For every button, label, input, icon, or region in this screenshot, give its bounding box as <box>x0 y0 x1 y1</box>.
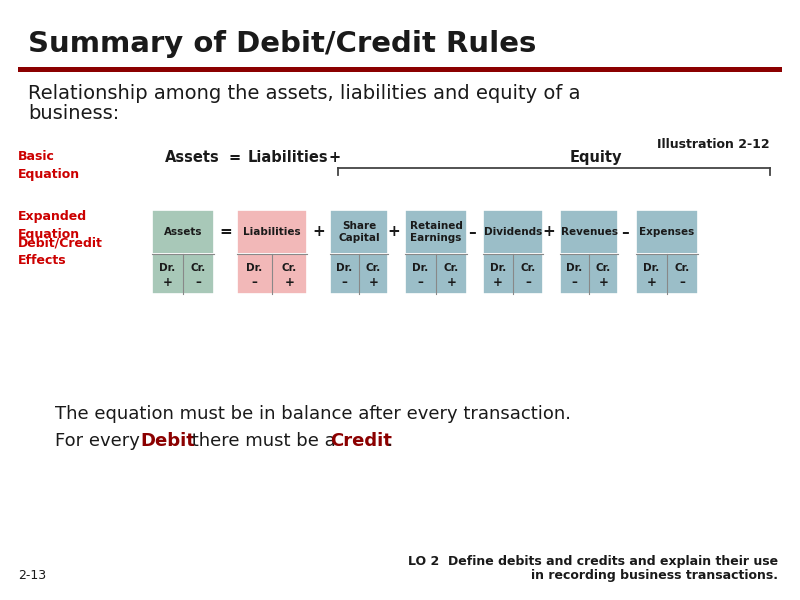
Text: Cr.: Cr. <box>675 263 690 273</box>
Text: Assets: Assets <box>164 227 202 237</box>
Bar <box>636 254 698 294</box>
Text: –: – <box>342 276 347 289</box>
Bar <box>18 67 782 72</box>
Bar <box>237 210 307 254</box>
Bar <box>560 254 618 294</box>
Text: +: + <box>369 276 378 289</box>
Text: Revenues: Revenues <box>561 227 618 237</box>
Bar <box>405 210 467 254</box>
Bar <box>560 210 618 254</box>
Text: Dr.: Dr. <box>412 263 429 273</box>
Text: –: – <box>621 224 629 239</box>
Text: Liabilities: Liabilities <box>248 150 329 165</box>
Text: Illustration 2-12: Illustration 2-12 <box>658 138 770 151</box>
Text: +: + <box>162 276 173 289</box>
Text: Expanded
Equation: Expanded Equation <box>18 210 87 241</box>
Bar <box>483 254 543 294</box>
Text: Retained
Earnings: Retained Earnings <box>410 221 462 243</box>
Bar <box>405 254 467 294</box>
Bar <box>330 254 388 294</box>
Text: Assets: Assets <box>165 150 220 165</box>
Text: –: – <box>679 276 686 289</box>
Text: there must be a: there must be a <box>186 432 342 450</box>
Text: Cr.: Cr. <box>282 263 297 273</box>
Text: Dr.: Dr. <box>336 263 353 273</box>
Text: Dr.: Dr. <box>643 263 660 273</box>
Text: +: + <box>542 224 555 239</box>
Text: Debit/Credit
Effects: Debit/Credit Effects <box>18 236 103 267</box>
Text: Dr.: Dr. <box>566 263 582 273</box>
Text: Dr.: Dr. <box>246 263 262 273</box>
Text: +: + <box>446 276 457 289</box>
Text: business:: business: <box>28 104 119 123</box>
Text: –: – <box>251 276 258 289</box>
Text: Basic
Equation: Basic Equation <box>18 150 80 181</box>
Text: Equity: Equity <box>570 150 622 165</box>
Text: Cr.: Cr. <box>520 263 536 273</box>
Text: Cr.: Cr. <box>596 263 611 273</box>
Bar <box>483 210 543 254</box>
Text: Share
Capital: Share Capital <box>338 221 380 243</box>
Text: =: = <box>220 224 232 239</box>
Text: Cr.: Cr. <box>191 263 206 273</box>
Text: Dr.: Dr. <box>490 263 506 273</box>
Bar <box>152 254 214 294</box>
Text: Dividends: Dividends <box>484 227 542 237</box>
Text: –: – <box>418 276 423 289</box>
Text: Credit: Credit <box>330 432 392 450</box>
Text: +: + <box>285 276 294 289</box>
Bar <box>152 210 214 254</box>
Bar <box>330 210 388 254</box>
Text: Debit: Debit <box>140 432 195 450</box>
Text: Relationship among the assets, liabilities and equity of a: Relationship among the assets, liabiliti… <box>28 84 581 103</box>
Text: +: + <box>598 276 609 289</box>
Text: +: + <box>493 276 503 289</box>
Text: –: – <box>195 276 202 289</box>
Text: +: + <box>646 276 657 289</box>
Text: –: – <box>571 276 578 289</box>
Text: +: + <box>388 224 400 239</box>
Text: LO 2  Define debits and credits and explain their use: LO 2 Define debits and credits and expla… <box>408 555 778 568</box>
Text: 2-13: 2-13 <box>18 569 46 582</box>
Text: For every: For every <box>55 432 146 450</box>
Text: Cr.: Cr. <box>444 263 459 273</box>
Text: Liabilities: Liabilities <box>243 227 301 237</box>
Bar <box>237 254 307 294</box>
Bar <box>636 210 698 254</box>
Text: +: + <box>313 224 326 239</box>
Text: Dr.: Dr. <box>159 263 176 273</box>
Text: Expenses: Expenses <box>639 227 694 237</box>
Text: The equation must be in balance after every transaction.: The equation must be in balance after ev… <box>55 405 571 423</box>
Text: .: . <box>386 432 391 450</box>
Text: –: – <box>525 276 531 289</box>
Text: Cr.: Cr. <box>366 263 381 273</box>
Text: +: + <box>328 150 340 165</box>
Text: –: – <box>468 224 476 239</box>
Text: =: = <box>228 150 240 165</box>
Text: in recording business transactions.: in recording business transactions. <box>531 569 778 582</box>
Text: Summary of Debit/Credit Rules: Summary of Debit/Credit Rules <box>28 30 536 58</box>
